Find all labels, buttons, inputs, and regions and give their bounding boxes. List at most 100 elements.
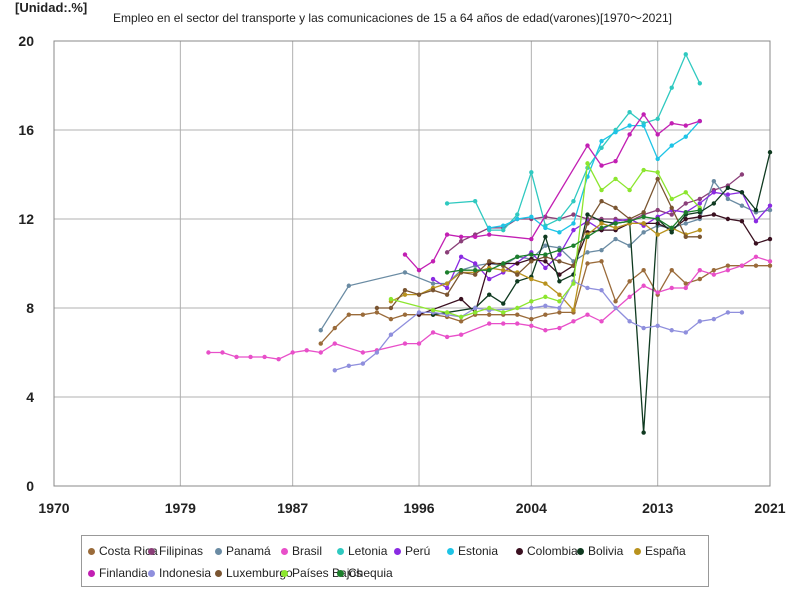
data-point-letonia [697, 81, 703, 86]
data-point-panama [599, 247, 604, 253]
data-point-finlandia [402, 252, 408, 257]
data-point-indonesia [346, 363, 352, 369]
y-tick-label: 4 [26, 389, 34, 405]
data-point-paises-bajos [444, 310, 450, 315]
data-point-brasil [669, 285, 674, 291]
data-point-indonesia [641, 325, 646, 331]
data-point-costa-rica [487, 312, 492, 317]
legend-item-panama: Panamá [215, 544, 271, 558]
data-point-chequia [557, 247, 562, 253]
legend-item-colombia: Colombia [516, 544, 578, 558]
legend-item-estonia: Estonia [447, 544, 498, 558]
data-point-filipinas [444, 250, 450, 255]
data-point-peru [697, 201, 703, 206]
data-point-paises-bajos [669, 196, 674, 202]
y-tick-label: 0 [26, 478, 34, 494]
data-point-luxemburgo [388, 305, 394, 311]
data-point-chequia [641, 214, 646, 219]
data-point-paises-bajos [557, 299, 562, 304]
data-point-colombia [697, 214, 703, 219]
data-point-costa-rica [725, 263, 731, 268]
data-point-peru [472, 261, 478, 266]
data-point-brasil [220, 350, 225, 355]
data-point-chequia [627, 219, 632, 224]
data-point-brasil [725, 267, 731, 273]
data-point-finlandia [487, 232, 492, 237]
data-point-indonesia [739, 310, 745, 315]
data-point-bolivia [543, 234, 548, 239]
data-point-panama [318, 328, 323, 333]
data-point-espana [613, 225, 618, 231]
data-point-paises-bajos [641, 167, 646, 173]
data-point-chequia [472, 267, 478, 273]
legend-marker [88, 570, 95, 578]
data-point-luxemburgo [641, 210, 646, 215]
data-point-panama [430, 281, 436, 286]
legend-label: Chequia [348, 566, 393, 580]
data-point-paises-bajos [543, 294, 548, 300]
data-point-luxemburgo [529, 259, 534, 264]
data-point-costa-rica [697, 276, 703, 282]
data-point-panama [767, 207, 773, 213]
data-point-indonesia [585, 285, 590, 291]
series-line-bolivia [432, 152, 771, 433]
data-point-brasil [276, 356, 281, 362]
data-point-chequia [501, 261, 506, 266]
data-point-indonesia [557, 305, 562, 311]
data-point-panama [641, 230, 646, 235]
data-point-peru [557, 252, 562, 257]
data-point-bolivia [487, 292, 492, 297]
data-point-chequia [683, 210, 688, 215]
data-point-panama [739, 203, 745, 208]
legend-label: Panamá [226, 544, 271, 558]
legend-label: Indonesia [159, 566, 212, 580]
data-point-costa-rica [711, 267, 717, 273]
data-point-espana [655, 232, 660, 237]
data-point-filipinas [683, 201, 688, 206]
data-point-bolivia [725, 185, 731, 191]
data-point-finlandia [613, 158, 618, 164]
data-point-brasil [767, 259, 773, 264]
data-point-costa-rica [627, 279, 632, 284]
data-point-costa-rica [402, 312, 408, 317]
data-point-brasil [655, 290, 660, 295]
legend-label: Países Bajos [292, 566, 363, 580]
legend-label: Costa Rica [99, 544, 158, 558]
data-point-luxemburgo [430, 288, 436, 293]
series-brasil [206, 254, 773, 362]
plot-frame [53, 40, 771, 487]
series-line-colombia [418, 213, 771, 316]
data-point-letonia [501, 227, 506, 233]
data-point-luxemburgo [585, 221, 590, 226]
data-point-panama [543, 243, 548, 248]
data-point-letonia [529, 170, 534, 175]
data-point-colombia [739, 219, 745, 224]
data-point-finlandia [416, 267, 422, 273]
series-line-panama [320, 179, 771, 331]
data-point-finlandia [641, 112, 646, 117]
data-point-brasil [697, 267, 703, 273]
legend-item-chequia: Chequia [337, 566, 393, 580]
y-tick-label: 16 [18, 122, 34, 138]
data-point-chequia [515, 254, 520, 260]
data-point-luxemburgo [669, 205, 674, 211]
data-point-filipinas [655, 207, 660, 213]
data-point-bolivia [641, 430, 646, 435]
data-point-letonia [627, 110, 632, 115]
legend-label: Letonia [348, 544, 388, 558]
data-point-espana [599, 221, 604, 226]
data-point-colombia [753, 241, 759, 246]
legend-item-paises-bajos: Países Bajos [281, 566, 362, 580]
data-point-filipinas [697, 196, 703, 202]
data-point-indonesia [697, 319, 703, 324]
data-point-colombia [515, 261, 520, 266]
data-point-paises-bajos [585, 161, 590, 166]
data-point-costa-rica [767, 263, 773, 268]
data-point-panama [585, 250, 590, 255]
data-point-indonesia [529, 305, 534, 311]
legend-marker [634, 548, 641, 556]
data-point-indonesia [472, 305, 478, 311]
data-point-paises-bajos [501, 310, 506, 315]
data-point-letonia [599, 145, 604, 150]
legend: Costa Rica Filipinas Panamá Brasil Letonia Pe… [81, 535, 709, 587]
